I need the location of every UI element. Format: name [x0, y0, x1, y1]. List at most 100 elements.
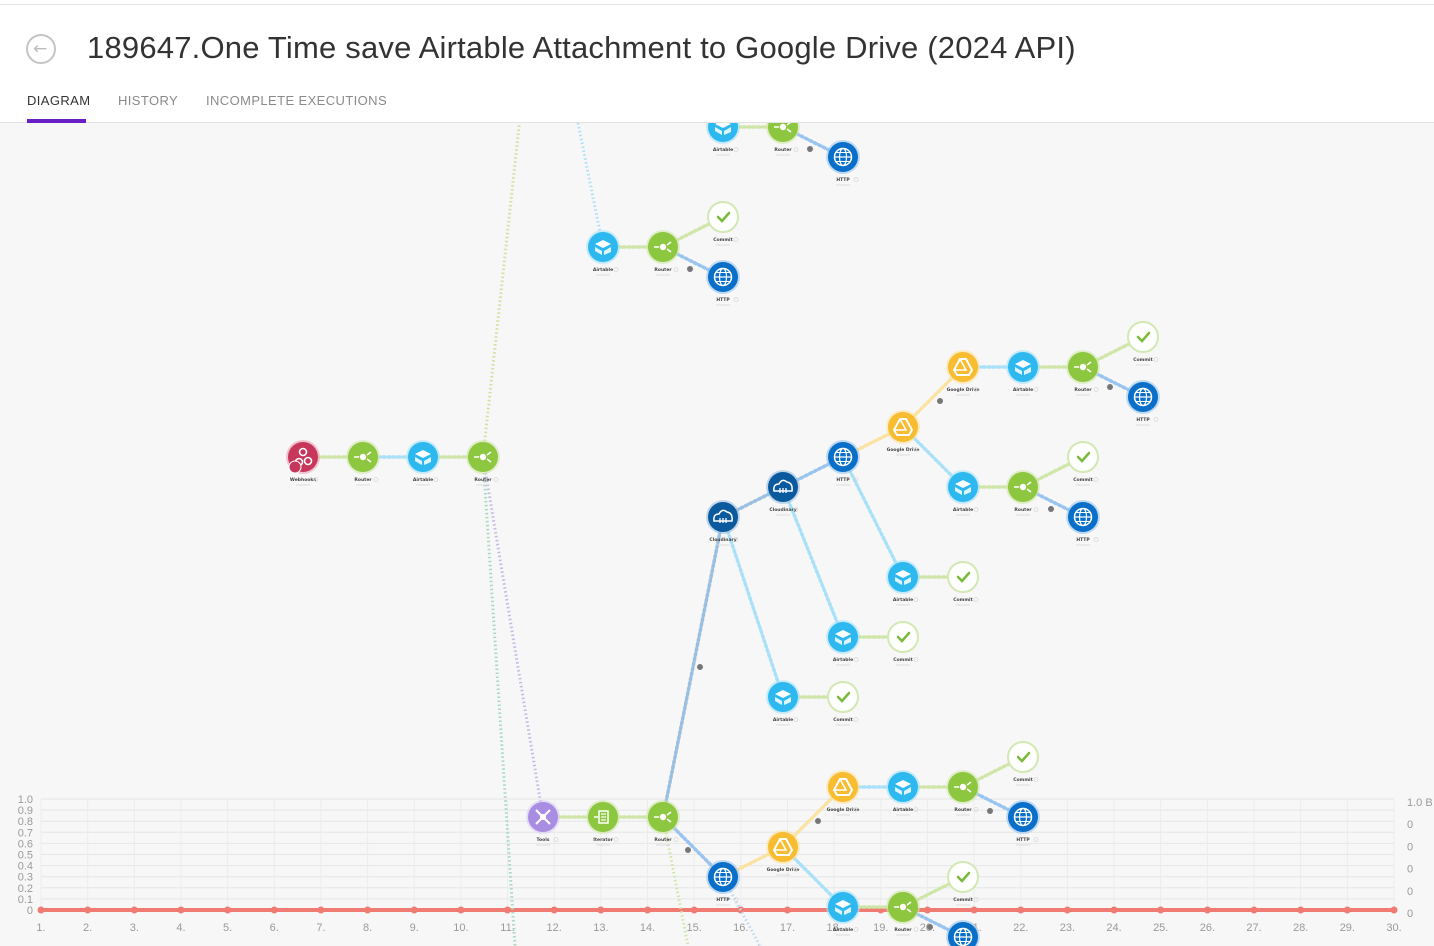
module-http[interactable]: HTTP	[1066, 500, 1100, 546]
module-commit[interactable]: Commit	[1007, 741, 1039, 786]
module-circle[interactable]	[768, 472, 798, 502]
module-commit[interactable]: Commit	[1067, 441, 1099, 486]
module-commit[interactable]: Commit	[1127, 321, 1159, 366]
filter-dot[interactable]	[937, 398, 943, 404]
tab-incomplete-executions[interactable]: INCOMPLETE EXECUTIONS	[206, 93, 388, 108]
filter-dot[interactable]	[1107, 384, 1113, 390]
data-point[interactable]	[317, 906, 325, 914]
module-commit[interactable]: Commit	[827, 681, 859, 726]
module-airtable[interactable]: Airtable	[706, 123, 740, 156]
module-airtable[interactable]: Airtable	[826, 890, 860, 936]
data-point[interactable]	[1017, 906, 1025, 914]
scenario-diagram[interactable]: 1.00.90.80.70.60.50.40.30.20.101. 2. 3. 4. 5…	[0, 123, 1434, 946]
module-circle[interactable]	[828, 772, 858, 802]
module-circle[interactable]	[948, 352, 978, 382]
module-router[interactable]: Router	[466, 440, 500, 486]
data-point[interactable]	[550, 906, 558, 914]
module-circle[interactable]	[887, 621, 919, 653]
data-point[interactable]	[364, 906, 372, 914]
module-http[interactable]: HTTP	[826, 440, 860, 486]
module-airtable[interactable]: Airtable	[406, 440, 440, 486]
module-circle[interactable]	[947, 561, 979, 593]
data-point[interactable]	[923, 906, 931, 914]
data-point[interactable]	[970, 906, 978, 914]
data-point[interactable]	[37, 906, 45, 914]
filter-dot[interactable]	[1048, 506, 1054, 512]
module-circle[interactable]	[827, 681, 859, 713]
data-point[interactable]	[1297, 906, 1305, 914]
module-circle[interactable]	[1007, 741, 1039, 773]
module-airtable[interactable]: Airtable	[826, 620, 860, 666]
module-http[interactable]: HTTP	[706, 860, 740, 906]
filter-dot[interactable]	[697, 664, 703, 670]
module-commit[interactable]: Commit	[887, 621, 919, 666]
filter-dot[interactable]	[815, 818, 821, 824]
module-google-drive[interactable]: Google Drive	[766, 830, 800, 876]
module-airtable[interactable]: Airtable	[946, 470, 980, 516]
module-airtable[interactable]: Airtable	[886, 770, 920, 816]
module-router[interactable]: Router	[646, 800, 680, 846]
module-airtable[interactable]: Airtable	[586, 230, 620, 276]
module-http[interactable]: HTTP	[826, 140, 860, 186]
data-point[interactable]	[1203, 906, 1211, 914]
module-commit[interactable]: Commit	[947, 861, 979, 906]
module-router[interactable]: Router	[346, 440, 380, 486]
data-point[interactable]	[504, 906, 512, 914]
module-webhooks[interactable]: Webhooks	[286, 440, 320, 486]
data-point[interactable]	[1390, 906, 1398, 914]
module-circle[interactable]	[888, 412, 918, 442]
module-http[interactable]: HTTP	[706, 260, 740, 306]
tab-diagram[interactable]: DIAGRAM	[27, 93, 91, 108]
module-tools[interactable]: Tools	[526, 800, 560, 846]
module-circle[interactable]	[707, 201, 739, 233]
module-commit[interactable]: Commit	[947, 561, 979, 606]
tab-history[interactable]: HISTORY	[118, 93, 179, 108]
module-http[interactable]: HTTP	[946, 920, 980, 946]
filter-dot[interactable]	[685, 847, 691, 853]
module-circle[interactable]	[947, 861, 979, 893]
module-http[interactable]: HTTP	[1006, 800, 1040, 846]
data-point[interactable]	[177, 906, 185, 914]
data-point[interactable]	[457, 906, 465, 914]
filter-dot[interactable]	[987, 808, 993, 814]
module-router[interactable]: Router	[946, 770, 980, 816]
module-airtable[interactable]: Airtable	[766, 680, 800, 726]
scenario-canvas[interactable]: 1.0 0.9 0.8 0.7 0.6 0.5 0.4 0.3 0.2 0.1 0 1. 2. 3. 4. 5…	[0, 123, 1434, 946]
data-point[interactable]	[690, 906, 698, 914]
data-point[interactable]	[1157, 906, 1165, 914]
data-point[interactable]	[270, 906, 278, 914]
module-airtable[interactable]: Airtable	[886, 560, 920, 606]
data-point[interactable]	[1110, 906, 1118, 914]
filter-dot[interactable]	[927, 924, 933, 930]
filter-dot[interactable]	[687, 266, 693, 272]
data-point[interactable]	[224, 906, 232, 914]
module-router[interactable]: Router	[646, 230, 680, 276]
module-google-drive[interactable]: Google Drive	[886, 410, 920, 456]
module-iterator[interactable]: Iterator	[586, 800, 620, 846]
data-point[interactable]	[597, 906, 605, 914]
module-router[interactable]: Router	[766, 123, 800, 156]
data-point[interactable]	[1250, 906, 1258, 914]
module-google-drive[interactable]: Google Drive	[826, 770, 860, 816]
module-circle[interactable]	[768, 832, 798, 862]
module-http[interactable]: HTTP	[1126, 380, 1160, 426]
module-cloudinary[interactable]: Cloudinary	[706, 500, 740, 546]
module-cloudinary[interactable]: Cloudinary	[766, 470, 800, 516]
data-point[interactable]	[130, 906, 138, 914]
module-google-drive[interactable]: Google Drive	[946, 350, 980, 396]
data-point[interactable]	[783, 906, 791, 914]
data-point[interactable]	[1063, 906, 1071, 914]
data-point[interactable]	[84, 906, 92, 914]
module-circle[interactable]	[708, 502, 738, 532]
data-point[interactable]	[737, 906, 745, 914]
data-point[interactable]	[410, 906, 418, 914]
back-button[interactable]: ←	[26, 34, 56, 64]
module-circle[interactable]	[1127, 321, 1159, 353]
module-router[interactable]: Router	[1066, 350, 1100, 396]
filter-dot[interactable]	[807, 146, 813, 152]
module-router[interactable]: Router	[1006, 470, 1040, 516]
data-point[interactable]	[644, 906, 652, 914]
module-router[interactable]: Router	[886, 890, 920, 936]
module-circle[interactable]	[1067, 441, 1099, 473]
data-point[interactable]	[1343, 906, 1351, 914]
